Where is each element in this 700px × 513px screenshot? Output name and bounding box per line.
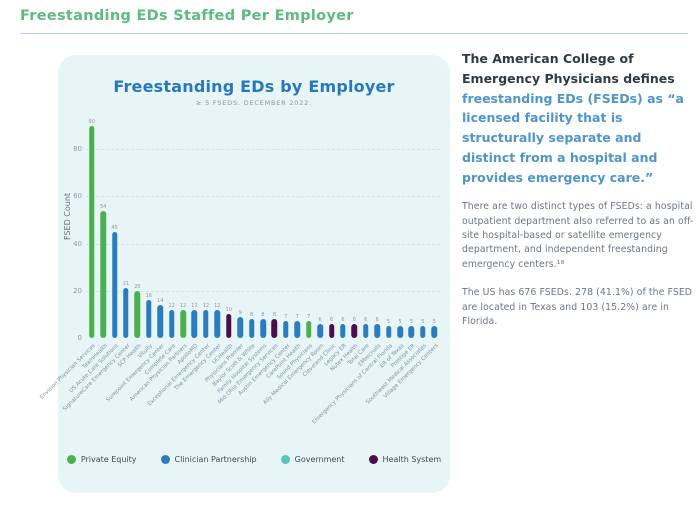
bar	[111, 231, 118, 338]
sidebar-text-panel: The American College of Emergency Physic…	[462, 48, 694, 330]
bar	[328, 323, 335, 338]
bar-value-label: 7	[295, 314, 299, 321]
legend-label: Private Equity	[80, 455, 137, 464]
bar-value-label: 7	[284, 314, 288, 321]
legend-swatch-icon	[66, 455, 76, 464]
bar	[374, 323, 380, 338]
bar	[237, 316, 243, 338]
bar-value-label: 12	[191, 302, 198, 309]
bar-value-label: 21	[122, 281, 130, 288]
bar	[351, 323, 358, 338]
bar	[283, 321, 289, 338]
bar-value-label: 6	[352, 316, 356, 323]
bar-value-label: 12	[179, 302, 187, 309]
bar	[225, 314, 232, 338]
bar	[157, 304, 163, 338]
bar-value-label: 5	[387, 319, 391, 326]
bar	[214, 309, 221, 338]
x-tick-label: US Acute Care Solutions	[68, 343, 120, 395]
bar	[100, 210, 106, 338]
bar	[191, 309, 198, 338]
sidebar-heading: The American College of Emergency Physic…	[462, 51, 675, 86]
header-divider	[20, 33, 688, 34]
gridline-y-20	[86, 290, 440, 292]
bar	[397, 326, 403, 338]
legend-item: Private Equity	[66, 455, 137, 464]
chart-legend: Private Equity Clinician Partnership Gover…	[58, 455, 450, 464]
sidebar-paragraph-stats: The US has 676 FSEDs. 278 (41.1%) of the…	[462, 287, 693, 328]
legend-label: Government	[294, 455, 345, 464]
bar	[408, 326, 415, 338]
bar-value-label: 5	[421, 319, 425, 326]
gridline-y-40	[86, 243, 440, 245]
bar-value-label: 12	[202, 302, 210, 309]
bar	[431, 326, 438, 338]
chart-title: Freestanding EDs by Employer	[113, 77, 395, 96]
legend-item: Health System	[368, 455, 442, 464]
bar-value-label: 6	[375, 316, 379, 323]
bar-value-label: 8	[261, 312, 265, 319]
bar	[260, 319, 266, 338]
bar-value-label: 9	[238, 309, 242, 316]
bar-value-label: 8	[272, 312, 276, 319]
bar	[134, 290, 141, 338]
page-title: Freestanding EDs Staffed Per Employer	[20, 8, 354, 24]
y-tick-label: 0	[77, 334, 82, 342]
bar-value-label: 5	[398, 319, 402, 326]
sidebar-heading-highlight: freestanding EDs (FSEDs) as “a licensed …	[462, 90, 684, 185]
chart-subtitle: ≥ 5 FSEDS. DECEMBER 2022.	[196, 99, 312, 107]
bar-chart-plot-area: FSED Count 0 20 40 60 80 90 Envision Physician…	[39, 55, 440, 426]
bar	[203, 309, 209, 338]
bar-value-label: 12	[214, 302, 221, 309]
gridline-y-80	[86, 149, 440, 151]
bar-value-label: 12	[168, 302, 175, 309]
bar-value-label: 6	[329, 316, 334, 323]
bar	[294, 321, 300, 338]
bar-value-label: 8	[249, 312, 254, 319]
bar	[168, 309, 175, 338]
bar	[305, 321, 312, 338]
bar	[123, 288, 129, 338]
bar-value-label: 5	[409, 319, 414, 326]
bar	[317, 323, 323, 338]
bar-value-label: 6	[341, 316, 345, 323]
legend-label: Health System	[382, 455, 442, 464]
bar	[271, 319, 278, 338]
y-tick-label: 80	[73, 145, 82, 154]
y-tick-label: 40	[73, 239, 82, 248]
bar-value-label: 6	[318, 316, 322, 323]
bar-value-label: 54	[99, 203, 107, 210]
gridline-y-60	[86, 196, 440, 198]
sidebar-paragraph-definition: There are two distinct types of FSEDs: a…	[462, 201, 694, 270]
chart-card: Freestanding EDs by Employer ≥ 5 FSEDS. …	[39, 55, 450, 493]
y-tick-label: 20	[73, 286, 82, 295]
bar-value-label: 10	[225, 307, 232, 314]
bar-value-label: 90	[88, 118, 95, 125]
bar	[340, 323, 346, 338]
legend-item: Government	[280, 455, 345, 464]
legend-label: Clinician Partnership	[174, 455, 257, 464]
bar	[180, 309, 186, 338]
legend-swatch-icon	[280, 455, 290, 464]
bar	[146, 300, 152, 338]
bar	[385, 326, 392, 338]
bar-value-label: 6	[364, 316, 368, 323]
bar-value-label: 20	[134, 283, 141, 290]
legend-item: Clinician Partnership	[160, 455, 257, 464]
legend-swatch-icon	[368, 455, 378, 464]
bar	[88, 125, 95, 338]
bar-value-label: 16	[145, 293, 152, 300]
bar	[248, 319, 255, 338]
bar	[363, 323, 369, 338]
y-tick-label: 60	[73, 192, 82, 201]
bar-value-label: 5	[432, 319, 436, 326]
bar-value-label: 14	[157, 297, 164, 304]
legend-swatch-icon	[160, 455, 170, 464]
bar-value-label: 45	[111, 224, 118, 231]
bar-value-label: 7	[307, 314, 311, 321]
bar	[420, 326, 426, 338]
